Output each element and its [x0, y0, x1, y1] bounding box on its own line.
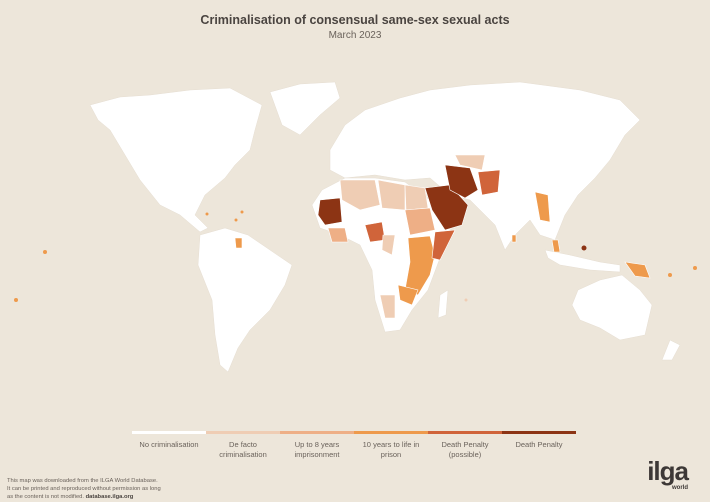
marker-caribbean-2	[234, 218, 238, 222]
country-algeria-region	[339, 179, 381, 211]
marker-pacific-3	[668, 273, 672, 277]
country-afghanistan	[477, 169, 501, 196]
legend-swatch	[280, 431, 354, 434]
legend-item: Up to 8 years imprisonment	[280, 431, 354, 460]
marker-pacific-1	[43, 250, 47, 254]
footer-line-1: This map was downloaded from the ILGA Wo…	[7, 478, 158, 484]
country-papua-new-guinea	[624, 261, 651, 279]
country-sri-lanka	[511, 234, 517, 243]
country-somalia	[431, 229, 456, 261]
legend-label: De facto criminalisation	[219, 440, 267, 459]
legend-swatch	[354, 431, 428, 434]
eurasia	[329, 81, 641, 251]
marker-brunei	[581, 245, 587, 251]
legend-swatch	[132, 431, 206, 434]
legend-label: No criminalisation	[139, 440, 199, 449]
world-map	[14, 81, 697, 373]
country-mauritania	[317, 197, 343, 226]
country-central-asia	[454, 154, 486, 171]
country-west-africa	[327, 227, 349, 243]
legend-label: Up to 8 years imprisonment	[294, 440, 340, 459]
legend-item: No criminalisation	[132, 431, 206, 460]
south-america	[197, 227, 293, 373]
map-title: Criminalisation of consensual same-sex s…	[200, 13, 510, 27]
marker-caribbean	[240, 210, 244, 214]
map-subtitle: March 2023	[328, 30, 382, 41]
country-guyana	[234, 237, 243, 249]
logo-sub: world	[672, 485, 688, 491]
legend-item: Death Penalty (possible)	[428, 431, 502, 460]
new-zealand	[661, 339, 681, 361]
legend-swatch	[428, 431, 502, 434]
footer-note: This map was downloaded from the ILGA Wo…	[7, 477, 161, 501]
country-sudan	[404, 207, 436, 236]
country-malaysia	[551, 239, 561, 253]
legend-item: De facto criminalisation	[206, 431, 280, 460]
legend-swatch	[206, 431, 280, 434]
country-myanmar	[534, 191, 551, 223]
small-island-markers	[14, 210, 697, 302]
ilga-logo: ilga world	[647, 456, 689, 492]
madagascar	[437, 289, 449, 319]
indonesia	[544, 249, 621, 273]
country-namibia	[379, 294, 396, 319]
country-iran	[444, 164, 479, 199]
footer-line-3: as the content is not modified.	[7, 494, 85, 500]
country-cameroon	[381, 234, 396, 256]
logo-text: ilga	[647, 456, 689, 486]
country-zambia	[397, 284, 419, 306]
legend: No criminalisation De facto criminalisati…	[132, 431, 576, 460]
greenland	[269, 81, 341, 136]
legend-item: Death Penalty	[502, 431, 576, 460]
north-america	[89, 87, 263, 233]
country-libya-region	[377, 179, 406, 211]
footer-line-2: It can be printed and reproduced without…	[7, 486, 161, 492]
marker-pacific-2	[14, 298, 18, 302]
legend-label: Death Penalty	[515, 440, 563, 449]
marker-atlantic	[205, 212, 209, 216]
legend-swatch	[502, 431, 576, 434]
legend-label: 10 years to life in prison	[362, 440, 420, 459]
australia	[571, 274, 653, 341]
legend-label: Death Penalty (possible)	[441, 440, 489, 459]
country-east-africa	[404, 235, 436, 296]
country-egypt	[404, 184, 429, 211]
marker-mauritius	[464, 298, 468, 302]
marker-pacific-4	[693, 266, 697, 270]
legend-item: 10 years to life in prison	[354, 431, 428, 460]
footer-link[interactable]: database.ilga.org	[85, 494, 134, 500]
